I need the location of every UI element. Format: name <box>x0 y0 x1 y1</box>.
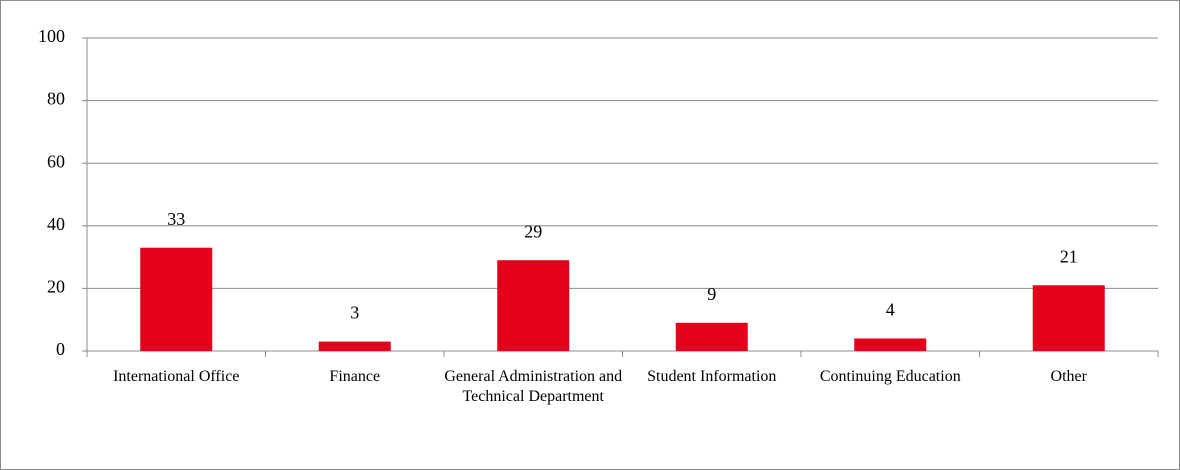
y-tick-label: 60 <box>47 151 65 171</box>
bar <box>1032 285 1105 351</box>
x-tick-label: General Administration and Technical Dep… <box>444 368 623 405</box>
bar <box>140 247 213 351</box>
data-label: 9 <box>707 284 716 304</box>
bar <box>497 260 570 351</box>
data-label: 29 <box>524 221 542 241</box>
bar <box>318 341 391 351</box>
bar <box>854 338 927 351</box>
x-tick-label: Other <box>1050 368 1087 385</box>
bar <box>675 322 748 351</box>
x-tick-label: International Office <box>113 368 240 385</box>
y-tick-label: 20 <box>47 277 65 297</box>
data-label: 21 <box>1060 246 1078 266</box>
y-tick-label: 100 <box>38 26 65 46</box>
y-tick-label: 0 <box>56 339 65 359</box>
x-tick-label: Finance <box>329 368 381 385</box>
x-tick-label: Continuing Education <box>819 368 961 385</box>
data-label: 33 <box>167 209 185 229</box>
y-tick-label: 40 <box>47 214 65 234</box>
data-label: 4 <box>886 300 895 320</box>
y-tick-label: 80 <box>47 89 65 109</box>
x-tick-label: Student Information <box>647 368 777 385</box>
data-label: 3 <box>350 303 359 323</box>
